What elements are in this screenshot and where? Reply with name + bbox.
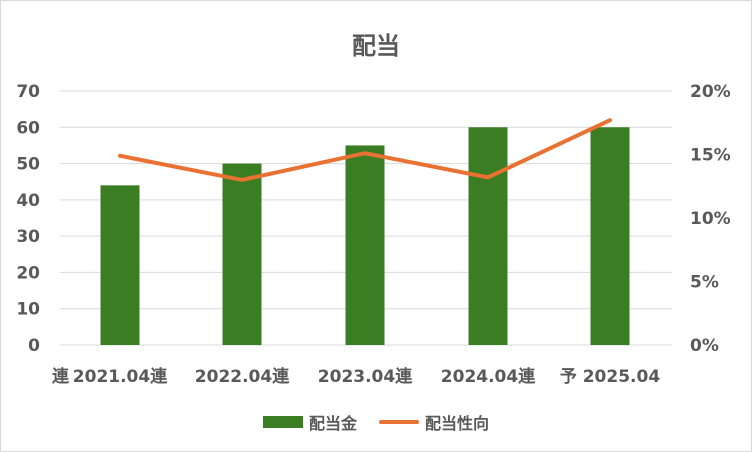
bar bbox=[345, 145, 385, 345]
bar bbox=[222, 163, 262, 345]
y2-tick-label: 5% bbox=[690, 273, 719, 293]
chart-title: 配当 bbox=[352, 32, 400, 60]
x-tick-label: 2022.04連 bbox=[195, 366, 290, 387]
x-tick-label: 連 bbox=[52, 366, 70, 387]
y2-tick-label: 15% bbox=[690, 146, 731, 166]
legend-item-payout-ratio: 配当性向 bbox=[379, 410, 489, 434]
legend-item-dividend: 配当金 bbox=[262, 410, 357, 434]
chart-legend: 配当金 配当性向 bbox=[0, 410, 752, 434]
x-tick-label: 2023.04連 bbox=[318, 366, 413, 387]
bar bbox=[468, 127, 508, 346]
legend-swatch-bar bbox=[262, 416, 303, 428]
y-tick-label: 40 bbox=[16, 191, 40, 211]
legend-label-dividend: 配当金 bbox=[308, 414, 357, 433]
x-tick-label: 2021.04連 bbox=[73, 366, 168, 387]
y-tick-label: 0 bbox=[28, 336, 40, 356]
x-tick-label: 予 2025.04 bbox=[560, 367, 661, 387]
y-tick-label: 50 bbox=[16, 155, 40, 175]
y2-tick-label: 10% bbox=[690, 209, 731, 229]
y-tick-label: 20 bbox=[16, 263, 40, 283]
bar bbox=[100, 185, 140, 345]
y-tick-label: 60 bbox=[16, 118, 40, 138]
y2-tick-label: 20% bbox=[690, 82, 731, 102]
y2-tick-label: 0% bbox=[690, 336, 719, 356]
y-tick-label: 70 bbox=[16, 82, 40, 102]
legend-label-payout-ratio: 配当性向 bbox=[425, 414, 490, 433]
y-tick-label: 10 bbox=[16, 300, 40, 320]
y-tick-label: 30 bbox=[16, 227, 40, 247]
legend-swatch-line bbox=[379, 420, 419, 424]
bar bbox=[590, 127, 630, 346]
x-tick-label: 2024.04連 bbox=[441, 366, 536, 387]
